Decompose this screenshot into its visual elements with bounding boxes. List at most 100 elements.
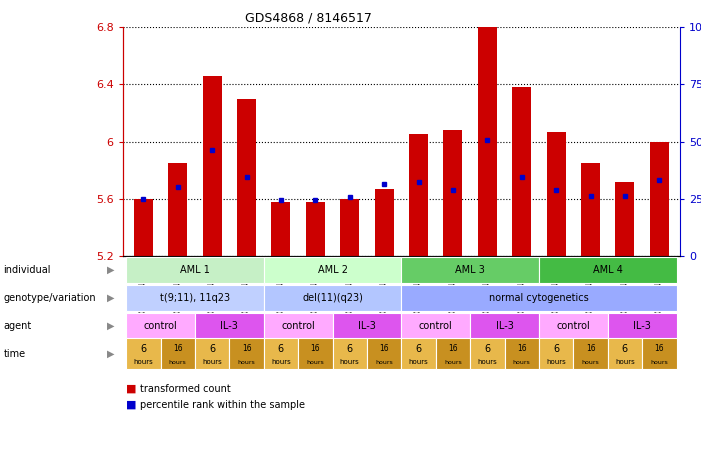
Text: hours: hours bbox=[133, 359, 154, 365]
Bar bbox=[650, 142, 669, 256]
Bar bbox=[642, 338, 676, 369]
Text: IL-3: IL-3 bbox=[358, 321, 376, 331]
Text: IL-3: IL-3 bbox=[220, 321, 238, 331]
Text: 6: 6 bbox=[140, 344, 147, 354]
Text: hours: hours bbox=[651, 360, 668, 365]
Bar bbox=[161, 338, 195, 369]
Bar bbox=[547, 131, 566, 256]
Text: hours: hours bbox=[615, 359, 635, 365]
Text: hours: hours bbox=[271, 359, 291, 365]
Text: 6: 6 bbox=[209, 344, 215, 354]
Text: 6: 6 bbox=[553, 344, 559, 354]
Bar bbox=[402, 313, 470, 339]
Text: ■: ■ bbox=[126, 400, 137, 410]
Bar bbox=[264, 257, 402, 283]
Text: control: control bbox=[557, 321, 590, 331]
Text: hours: hours bbox=[203, 359, 222, 365]
Bar bbox=[298, 338, 332, 369]
Text: 16: 16 bbox=[311, 344, 320, 353]
Bar bbox=[478, 27, 497, 256]
Text: hours: hours bbox=[546, 359, 566, 365]
Bar bbox=[409, 135, 428, 256]
Bar bbox=[126, 313, 195, 339]
Text: 16: 16 bbox=[586, 344, 595, 353]
Bar bbox=[581, 163, 600, 256]
Text: 16: 16 bbox=[173, 344, 182, 353]
Text: GDS4868 / 8146517: GDS4868 / 8146517 bbox=[245, 11, 372, 24]
Bar bbox=[573, 338, 608, 369]
Bar bbox=[374, 189, 393, 256]
Text: 16: 16 bbox=[448, 344, 458, 353]
Text: AML 3: AML 3 bbox=[455, 265, 485, 275]
Bar bbox=[264, 313, 332, 339]
Bar bbox=[615, 182, 634, 256]
Bar bbox=[126, 257, 264, 283]
Bar bbox=[264, 338, 298, 369]
Text: control: control bbox=[419, 321, 453, 331]
Bar bbox=[126, 285, 264, 311]
Text: hours: hours bbox=[306, 360, 324, 365]
Text: ■: ■ bbox=[126, 384, 137, 394]
Text: 16: 16 bbox=[655, 344, 664, 353]
Bar bbox=[126, 338, 161, 369]
Text: 16: 16 bbox=[517, 344, 526, 353]
Text: 6: 6 bbox=[484, 344, 491, 354]
Text: hours: hours bbox=[513, 360, 531, 365]
Bar bbox=[436, 338, 470, 369]
Bar bbox=[271, 202, 290, 256]
Bar bbox=[195, 313, 264, 339]
Text: hours: hours bbox=[375, 360, 393, 365]
Text: ▶: ▶ bbox=[107, 265, 114, 275]
Text: percentile rank within the sample: percentile rank within the sample bbox=[140, 400, 305, 410]
Text: ▶: ▶ bbox=[107, 321, 114, 331]
Bar bbox=[505, 338, 539, 369]
Bar bbox=[195, 338, 229, 369]
Text: hours: hours bbox=[444, 360, 462, 365]
Bar bbox=[402, 285, 676, 311]
Text: ▶: ▶ bbox=[107, 293, 114, 303]
Text: normal cytogenetics: normal cytogenetics bbox=[489, 293, 589, 303]
Bar bbox=[203, 76, 222, 256]
Bar bbox=[512, 87, 531, 256]
Text: time: time bbox=[4, 349, 26, 359]
Text: 6: 6 bbox=[622, 344, 628, 354]
Text: hours: hours bbox=[582, 360, 599, 365]
Bar bbox=[402, 338, 436, 369]
Bar bbox=[444, 130, 463, 256]
Text: 16: 16 bbox=[379, 344, 389, 353]
Bar bbox=[332, 338, 367, 369]
Bar bbox=[168, 163, 187, 256]
Bar bbox=[470, 338, 505, 369]
Text: AML 1: AML 1 bbox=[180, 265, 210, 275]
Text: AML 2: AML 2 bbox=[318, 265, 348, 275]
Text: t(9;11), 11q23: t(9;11), 11q23 bbox=[160, 293, 230, 303]
Text: genotype/variation: genotype/variation bbox=[4, 293, 96, 303]
Text: 6: 6 bbox=[278, 344, 284, 354]
Bar bbox=[608, 338, 642, 369]
Text: hours: hours bbox=[169, 360, 186, 365]
Bar bbox=[608, 313, 676, 339]
Bar bbox=[237, 99, 256, 256]
Bar bbox=[306, 202, 325, 256]
Text: agent: agent bbox=[4, 321, 32, 331]
Bar bbox=[539, 313, 608, 339]
Bar bbox=[402, 257, 539, 283]
Bar bbox=[229, 338, 264, 369]
Text: 6: 6 bbox=[347, 344, 353, 354]
Text: hours: hours bbox=[340, 359, 360, 365]
Text: ▶: ▶ bbox=[107, 349, 114, 359]
Text: transformed count: transformed count bbox=[140, 384, 231, 394]
Bar bbox=[539, 257, 676, 283]
Bar bbox=[470, 313, 539, 339]
Text: hours: hours bbox=[409, 359, 428, 365]
Text: control: control bbox=[281, 321, 315, 331]
Bar bbox=[539, 338, 573, 369]
Text: hours: hours bbox=[477, 359, 497, 365]
Bar bbox=[340, 199, 359, 256]
Bar bbox=[332, 313, 402, 339]
Text: IL-3: IL-3 bbox=[633, 321, 651, 331]
Bar bbox=[134, 199, 153, 256]
Bar bbox=[264, 285, 402, 311]
Text: 6: 6 bbox=[416, 344, 421, 354]
Text: individual: individual bbox=[4, 265, 51, 275]
